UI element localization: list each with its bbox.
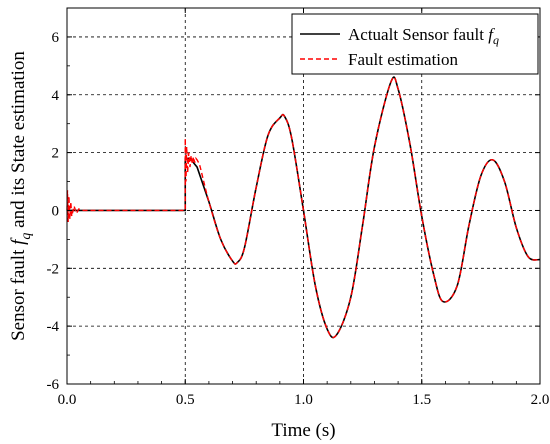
y-axis-title-symbol: f bbox=[8, 237, 29, 245]
y-axis-title-subscript: q bbox=[19, 233, 34, 240]
x-tick-label-0: 0.0 bbox=[58, 392, 77, 408]
x-tick-label-1: 0.5 bbox=[176, 392, 195, 408]
y-tick-label-1: -4 bbox=[47, 319, 60, 335]
x-axis-title: Time (s) bbox=[271, 420, 335, 441]
y-tick-label-0: -6 bbox=[47, 377, 60, 393]
legend-label-estimation: Fault estimation bbox=[348, 50, 459, 69]
tick-labels: 0.0 0.5 1.0 1.5 2.0 -6 -4 -2 0 2 4 6 bbox=[47, 30, 550, 408]
legend-box bbox=[291, 13, 539, 75]
y-tick-label-4: 2 bbox=[52, 146, 60, 162]
y-axis-title-part1: Sensor fault bbox=[8, 245, 29, 341]
y-tick-label-2: -2 bbox=[47, 261, 60, 277]
series-line-fault-estimation bbox=[66, 76, 541, 339]
y-tick-label-5: 4 bbox=[52, 88, 60, 104]
y-tick-label-6: 6 bbox=[52, 30, 60, 46]
ticks bbox=[66, 7, 541, 385]
x-tick-label-2: 1.0 bbox=[294, 392, 313, 408]
y-axis-title: Sensor fault fq and its State estimation bbox=[8, 51, 34, 341]
y-axis-title-part2: and its State estimation bbox=[8, 51, 29, 233]
legend: Actualt Sensor fault fq Fault estimation bbox=[291, 13, 539, 75]
x-tick-label-3: 1.5 bbox=[412, 392, 431, 408]
legend-label-actual: Actualt Sensor fault fq bbox=[348, 25, 499, 47]
series-layer bbox=[66, 76, 541, 339]
y-tick-label-3: 0 bbox=[52, 203, 60, 219]
x-tick-label-4: 2.0 bbox=[531, 392, 550, 408]
